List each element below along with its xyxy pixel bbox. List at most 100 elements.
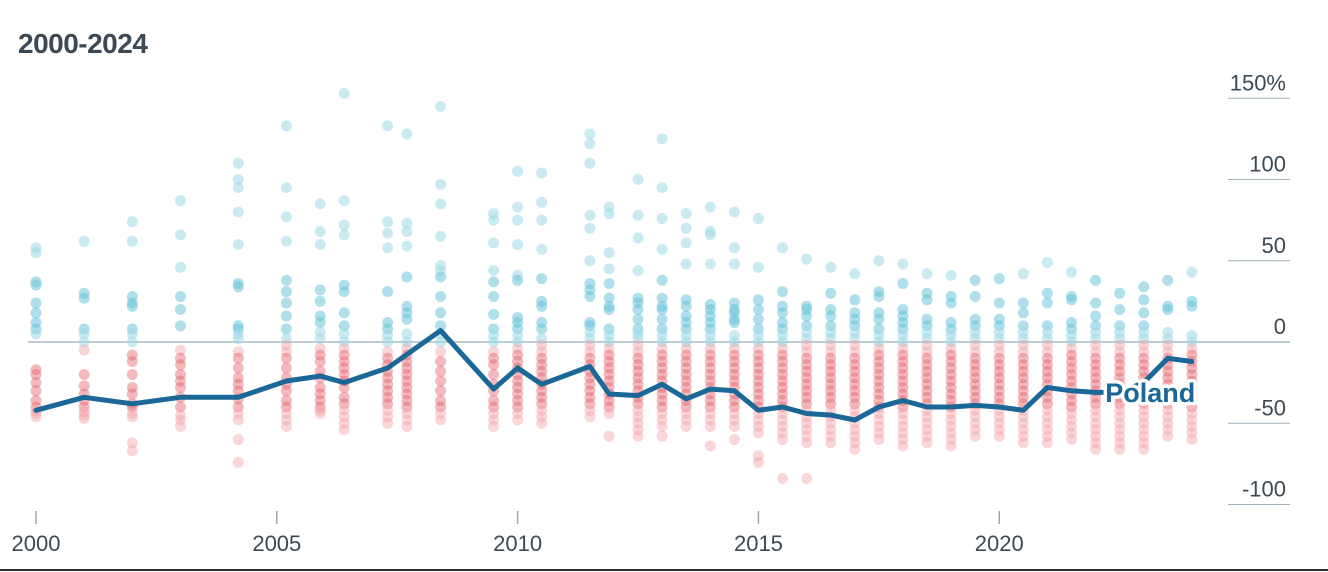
scatter-point-negative [488, 359, 500, 371]
scatter-point-negative [584, 398, 596, 410]
scatter-point-positive [1090, 274, 1102, 286]
scatter-point-positive [897, 336, 909, 348]
scatter-point-negative [603, 395, 615, 406]
scatter-point-negative [945, 440, 957, 452]
series-label-halo: Poland [1105, 378, 1195, 408]
scatter-point-negative [921, 385, 933, 397]
scatter-point-negative [1114, 417, 1126, 429]
scatter-point-negative [680, 349, 692, 361]
scatter-point-negative [536, 417, 548, 429]
scatter-point-negative [632, 365, 644, 377]
scatter-point-negative [1090, 437, 1102, 449]
scatter-point-negative [632, 339, 644, 351]
scatter-point-negative [801, 346, 813, 358]
scatter-point-negative [78, 369, 90, 380]
scatter-point-positive [30, 307, 42, 319]
scatter-point-negative [512, 349, 524, 361]
scatter-point-negative [435, 356, 447, 367]
scatter-point-negative [1041, 359, 1053, 371]
scatter-point-positive [777, 307, 788, 319]
scatter-point-positive [752, 336, 764, 348]
scatter-point-negative [1138, 437, 1150, 449]
scatter-point-negative [314, 356, 326, 367]
scatter-point-positive [656, 213, 668, 224]
scatter-point-negative [512, 356, 524, 367]
scatter-point-positive [126, 328, 138, 340]
scatter-point-negative [1114, 443, 1126, 455]
scatter-point-negative [382, 391, 394, 403]
scatter-point-negative [632, 424, 644, 436]
scatter-point-negative [512, 395, 524, 406]
scatter-point-negative [435, 346, 447, 358]
scatter-point-negative [897, 408, 909, 419]
scatter-point-negative [603, 356, 615, 367]
scatter-point-negative [1138, 352, 1150, 364]
scatter-point-negative [584, 385, 596, 397]
scatter-point-positive [752, 294, 764, 306]
scatter-point-negative [752, 369, 764, 380]
scatter-point-negative [873, 343, 885, 354]
scatter-point-negative [897, 356, 909, 367]
scatter-point-negative [801, 359, 813, 371]
scatter-point-negative [1041, 404, 1053, 416]
scatter-point-negative [1186, 408, 1198, 419]
scatter-point-negative [656, 414, 668, 426]
scatter-point-positive [126, 300, 138, 312]
scatter-point-positive [1186, 266, 1198, 278]
scatter-point-negative [777, 375, 788, 387]
scatter-point-negative [849, 359, 861, 371]
scatter-point-positive [401, 128, 413, 140]
scatter-point-negative [78, 380, 90, 392]
scatter-point-negative [752, 395, 764, 406]
scatter-point-positive [603, 278, 615, 289]
scatter-point-negative [921, 424, 933, 436]
scatter-point-positive [401, 336, 413, 348]
scatter-point-negative [969, 359, 981, 371]
scatter-point-negative [849, 365, 861, 377]
scatter-point-negative [280, 408, 292, 419]
scatter-point-negative [921, 365, 933, 377]
scatter-point-positive [232, 174, 244, 185]
scatter-point-negative [175, 375, 186, 387]
scatter-point-negative [728, 362, 740, 374]
scatter-point-negative [945, 369, 957, 380]
scatter-point-positive [680, 336, 692, 348]
scatter-point-negative [1090, 352, 1102, 364]
scatter-point-negative [1066, 369, 1077, 380]
scatter-point-negative [338, 356, 350, 367]
scatter-point-positive [435, 230, 447, 242]
scatter-point-negative [728, 343, 740, 354]
scatter-point-positive [704, 336, 716, 348]
scatter-point-positive [314, 284, 326, 296]
scatter-point-negative [897, 414, 909, 426]
scatter-point-negative [603, 369, 615, 380]
scatter-point-positive [728, 258, 740, 270]
scatter-point-negative [897, 427, 909, 439]
scatter-point-negative [825, 365, 837, 377]
scatter-point-positive [314, 198, 326, 210]
scatter-point-negative [126, 349, 138, 361]
scatter-point-negative [603, 349, 615, 361]
scatter-point-positive [777, 242, 788, 254]
scatter-point-negative [993, 352, 1005, 364]
scatter-point-negative [382, 398, 394, 410]
scatter-point-negative [825, 424, 837, 436]
scatter-point-negative [993, 385, 1005, 397]
series-label-poland: Poland [1105, 378, 1195, 408]
scatter-point-positive [603, 304, 615, 315]
scatter-point-negative [232, 456, 244, 468]
scatter-point-positive [78, 328, 90, 340]
scatter-point-positive [536, 214, 548, 226]
scatter-point-negative [825, 378, 837, 390]
scatter-point-positive [382, 286, 394, 298]
scatter-point-negative [126, 437, 138, 449]
scatter-point-positive [536, 196, 548, 208]
scatter-point-positive [536, 333, 548, 345]
scatter-point-negative [752, 375, 764, 387]
scatter-point-negative [536, 391, 548, 403]
scatter-point-positive [632, 174, 644, 185]
scatter-point-negative [969, 430, 981, 442]
scatter-point-negative [945, 434, 957, 445]
scatter-point-positive [873, 291, 885, 302]
